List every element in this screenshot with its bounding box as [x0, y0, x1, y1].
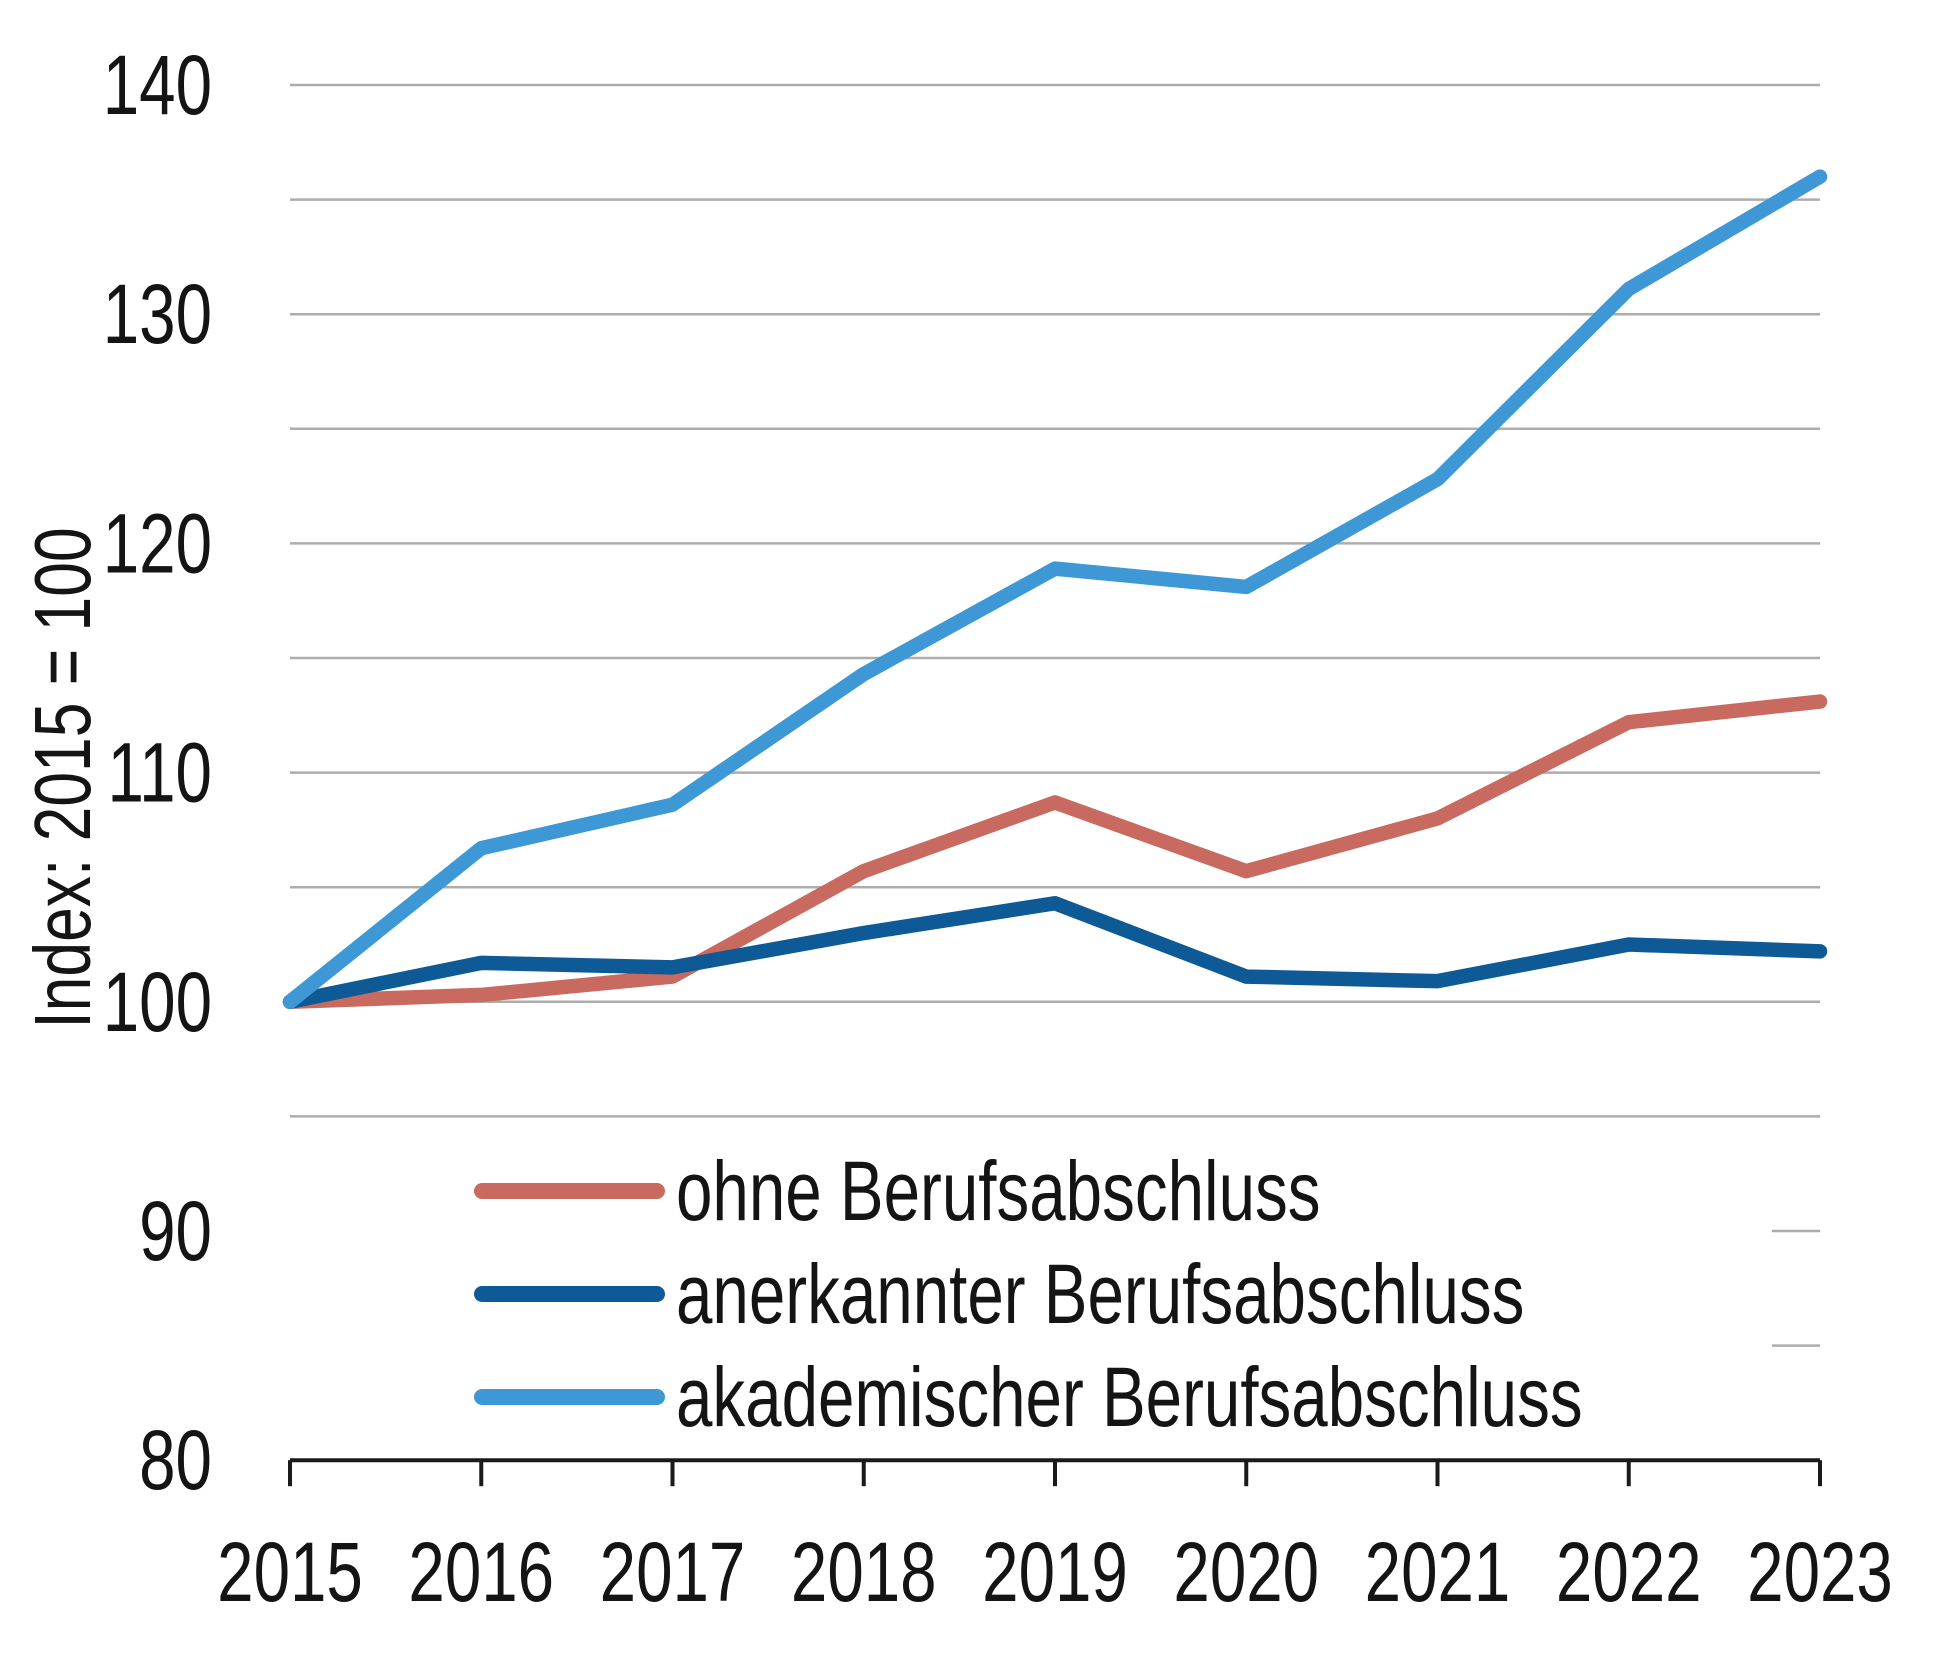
- y-tick-label-100: 100: [103, 955, 212, 1049]
- x-tick-label-2023: 2023: [1747, 1525, 1893, 1619]
- x-tick-label-2016: 2016: [408, 1525, 554, 1619]
- x-tick-label-2020: 2020: [1173, 1525, 1319, 1619]
- y-tick-label-90: 90: [139, 1184, 212, 1278]
- y-axis-title: Index: 2015 = 100: [18, 527, 107, 1028]
- x-tick-label-2021: 2021: [1365, 1525, 1511, 1619]
- x-tick-label-2017: 2017: [600, 1525, 746, 1619]
- series-line-akademischer-berufsabschluss: [282, 169, 1828, 1010]
- y-tick-label-140: 140: [103, 38, 212, 132]
- x-tick-label-2018: 2018: [791, 1525, 937, 1619]
- x-tick-label-2022: 2022: [1556, 1525, 1702, 1619]
- y-tick-label-120: 120: [103, 497, 212, 591]
- series-line-anerkannter-berufsabschluss: [282, 895, 1828, 1010]
- legend-label-akademischer-berufsabschluss: akademischer Berufsabschluss: [676, 1350, 1583, 1444]
- y-tick-label-130: 130: [103, 267, 212, 361]
- x-tick-label-2019: 2019: [982, 1525, 1128, 1619]
- series-line-ohne-berufsabschluss: [282, 694, 1828, 1010]
- y-tick-label-110: 110: [108, 726, 212, 820]
- legend-label-ohne-berufsabschluss: ohne Berufsabschluss: [676, 1144, 1321, 1238]
- x-tick-label-2015: 2015: [217, 1525, 363, 1619]
- legend-label-anerkannter-berufsabschluss: anerkannter Berufsabschluss: [676, 1247, 1524, 1341]
- y-tick-label-80: 80: [139, 1413, 212, 1507]
